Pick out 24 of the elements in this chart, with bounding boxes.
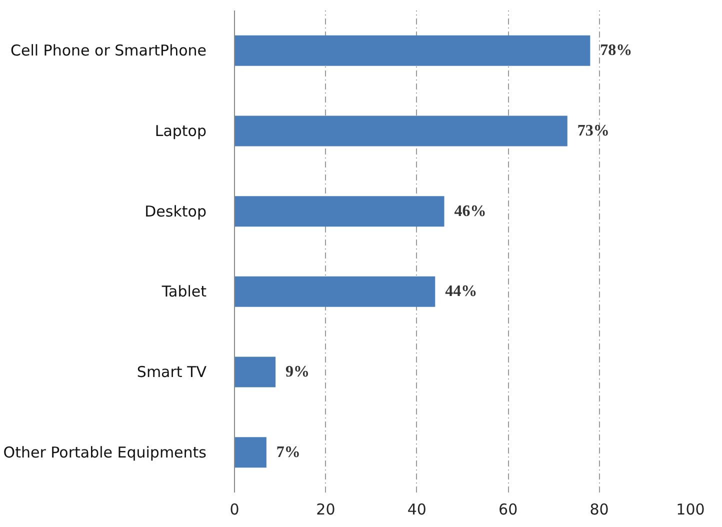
data-label: 46% [454,202,486,220]
y-tick-label: Desktop [144,202,207,220]
x-tick-label: 40 [407,500,426,518]
x-tick-label: 60 [498,500,518,518]
x-tick-label: 20 [316,500,336,518]
bar [234,35,590,66]
data-label: 73% [577,122,610,140]
y-tick-label: Laptop [154,122,207,140]
bar [234,196,444,227]
y-tick-label: Cell Phone or SmartPhone [10,42,207,60]
bar [234,276,436,307]
y-tick-label: Smart TV [136,363,208,381]
data-label: 9% [286,364,310,380]
y-tick-label: Other Portable Equipments [3,443,207,462]
bar [234,356,276,388]
y-tick-label: Tablet [160,282,207,301]
x-tick-label: 100 [676,500,705,518]
data-label: 78% [600,42,632,60]
x-tick-label: 80 [590,500,609,518]
data-label: 44% [445,283,478,300]
x-tick-label: 0 [230,500,240,518]
bar [234,437,266,468]
data-label: 7% [276,444,300,461]
bar [234,116,568,146]
